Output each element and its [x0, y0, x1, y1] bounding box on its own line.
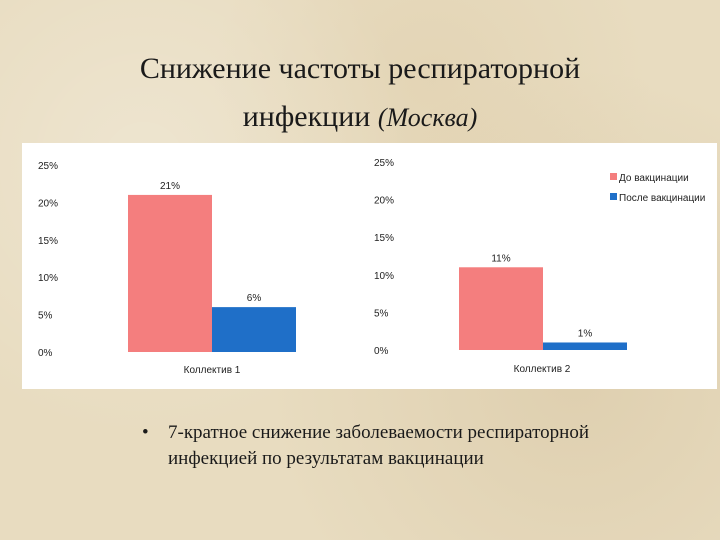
title-main: инфекции [242, 100, 371, 133]
y-tick-label-chart1: 25% [38, 161, 58, 172]
bullet-item: • 7-кратное снижение заболеваемости респ… [142, 420, 662, 472]
y-tick-label-chart2: 25% [374, 158, 394, 169]
bullet-text: 7-кратное снижение заболеваемости респир… [168, 422, 589, 469]
chart-panel: 0% 5% 10% 15% 20% 25% 21% 6% Коллектив 1 0% 5% 10% 1… [22, 143, 717, 389]
bullet-marker: • [142, 422, 149, 443]
slide-title-line2: инфекции (Москва) [0, 100, 720, 134]
y-tick-label-chart2: 5% [374, 308, 389, 319]
legend-label-1: До вакцинации [619, 173, 689, 184]
data-label-chart2-series1: 11% [491, 253, 510, 264]
y-tick-label-chart1: 10% [38, 273, 58, 284]
category-label-chart2: Коллектив 2 [514, 364, 571, 375]
legend-swatch-1 [610, 173, 617, 180]
bar-charts: 0% 5% 10% 15% 20% 25% 21% 6% Коллектив 1 0% 5% 10% 1… [38, 158, 705, 376]
bar-chart1-series1 [128, 194, 212, 352]
data-label-chart1-series1: 21% [160, 181, 180, 192]
y-tick-label-chart1: 15% [38, 236, 58, 247]
title-location: (Москва) [377, 103, 478, 132]
y-tick-label-chart2: 10% [374, 271, 394, 282]
y-tick-label-chart1: 0% [38, 348, 53, 359]
y-tick-label-chart2: 0% [374, 346, 389, 357]
legend-swatch-2 [610, 193, 617, 200]
category-label-chart1: Коллектив 1 [184, 365, 241, 376]
slide-title-line1: Снижение частоты респираторной [139, 52, 581, 85]
data-label-chart2-series2: 1% [578, 328, 593, 339]
y-tick-label-chart1: 20% [38, 198, 58, 209]
bar-chart1-series2 [212, 307, 296, 352]
y-tick-label-chart2: 15% [374, 233, 394, 244]
bar-chart2-series1 [459, 267, 543, 350]
data-label-chart1-series2: 6% [247, 293, 262, 304]
y-tick-label-chart1: 5% [38, 311, 53, 322]
legend-label-2: После вакцинации [619, 193, 705, 204]
bar-chart2-series2 [543, 342, 627, 350]
y-tick-label-chart2: 20% [374, 196, 394, 207]
